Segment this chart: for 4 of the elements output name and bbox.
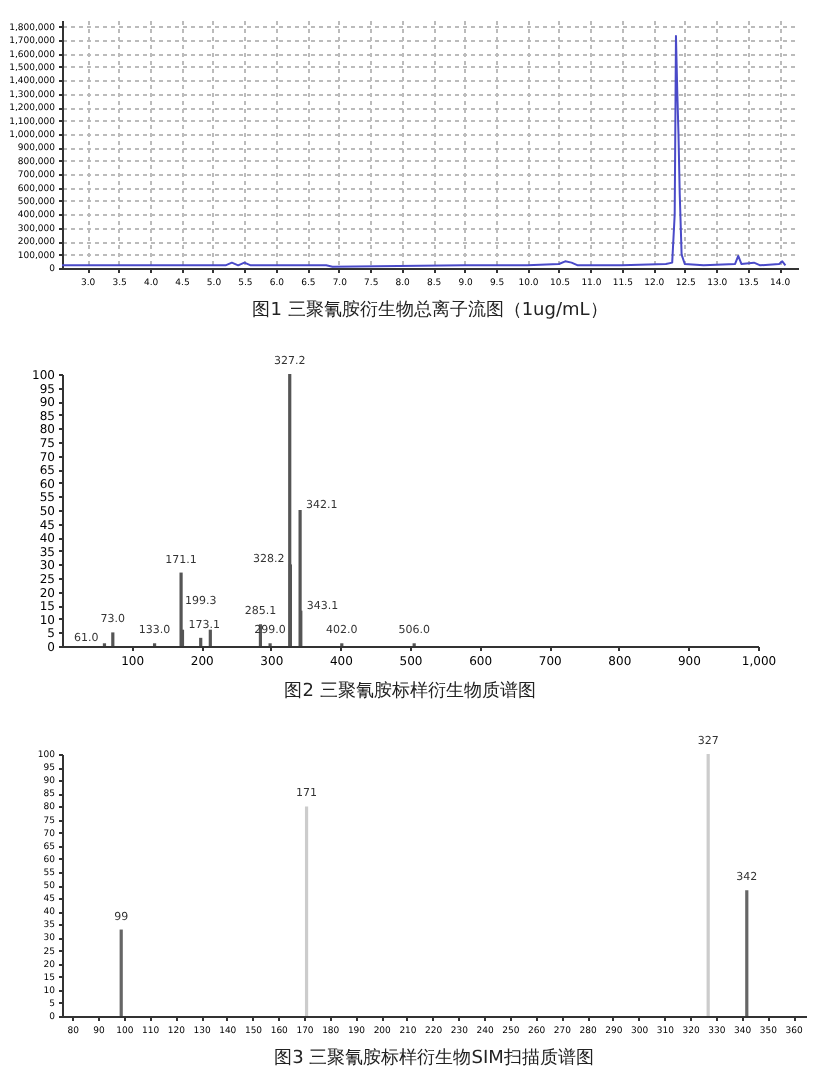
text: 图1 三聚氰胺衍生物总离子流图（1ug/mL） xyxy=(252,299,608,321)
text: 图2 三聚氰胺标样衍生物质谱图 xyxy=(284,680,536,702)
text: 图3 三聚氰胺标样衍生物SIM扫描质谱图 xyxy=(274,1047,594,1068)
line-series xyxy=(62,35,787,268)
